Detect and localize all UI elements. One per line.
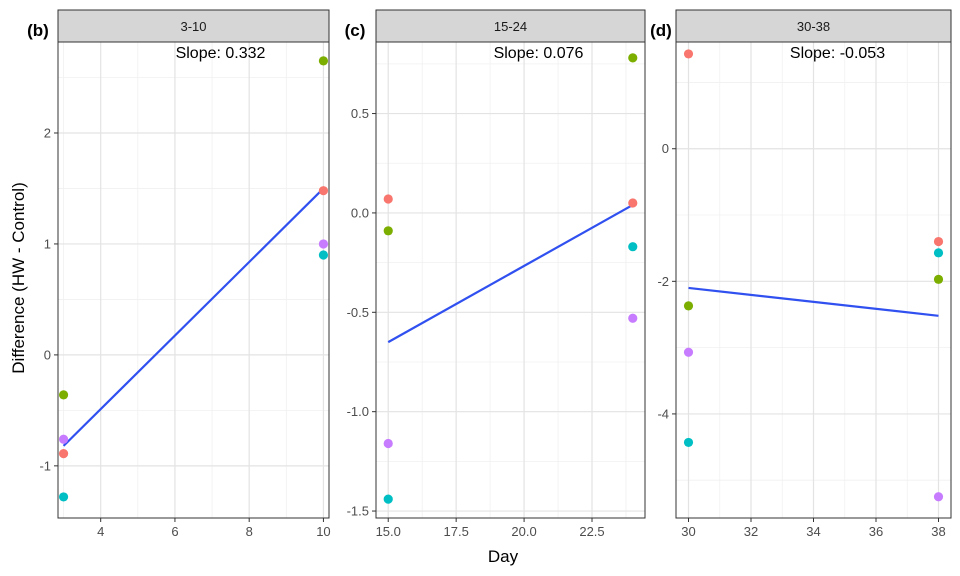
- strip-label: 15-24: [494, 19, 527, 34]
- y-tick-label: -0.5: [347, 305, 369, 320]
- x-axis-label: Day: [488, 547, 519, 566]
- data-point: [628, 53, 638, 63]
- y-tick-label: 2: [44, 125, 51, 140]
- data-point: [318, 239, 329, 249]
- data-point: [933, 248, 944, 258]
- x-tick-label: 32: [744, 524, 758, 539]
- x-tick-label: 34: [806, 524, 820, 539]
- strip-label: 3-10: [180, 19, 206, 34]
- data-point: [58, 492, 69, 502]
- x-tick-label: 4: [97, 524, 104, 539]
- y-tick-label: 0.5: [351, 106, 369, 121]
- x-tick-label: 20.0: [511, 524, 536, 539]
- data-point: [383, 194, 393, 204]
- x-tick-label: 22.5: [579, 524, 604, 539]
- panel-border: [375, 41, 646, 519]
- x-tick-label: 6: [171, 524, 178, 539]
- data-point: [933, 236, 944, 247]
- data-point: [628, 313, 638, 323]
- y-tick-label: 0: [44, 347, 51, 362]
- data-point: [318, 186, 329, 196]
- data-point: [628, 198, 638, 208]
- data-point: [318, 56, 329, 66]
- y-tick-label: 1: [44, 236, 51, 251]
- panel-border: [57, 41, 330, 519]
- data-point: [683, 49, 694, 59]
- strip-header: [57, 9, 330, 43]
- strip-label: 30-38: [797, 19, 830, 34]
- data-point: [383, 438, 393, 449]
- data-point: [933, 274, 944, 284]
- data-point: [933, 492, 944, 502]
- x-tick-label: 15.0: [376, 524, 401, 539]
- y-tick-label: -4: [657, 406, 669, 421]
- x-tick-label: 36: [869, 524, 883, 539]
- facet-panel: 3-10 (b) 4 6 8 10 -1 0 1 2 Slope: 0.332: [27, 9, 331, 539]
- data-point: [683, 347, 694, 357]
- y-axis-label: Difference (HW - Control): [9, 182, 28, 373]
- data-point: [58, 434, 69, 444]
- data-point: [383, 494, 393, 504]
- slope-annotation: Slope: -0.053: [790, 45, 885, 62]
- strip-header: [675, 9, 952, 43]
- data-point: [318, 250, 329, 260]
- y-tick-label: 0: [662, 141, 669, 156]
- x-tick-label: 10: [316, 524, 330, 539]
- data-point: [628, 242, 638, 252]
- y-tick-label: -2: [657, 274, 669, 289]
- x-tick-label: 17.5: [444, 524, 469, 539]
- x-tick-label: 38: [931, 524, 945, 539]
- x-tick-label: 8: [246, 524, 253, 539]
- panel-tag: (c): [345, 21, 366, 40]
- y-tick-label: 0.0: [351, 205, 369, 220]
- data-point: [383, 226, 393, 236]
- data-point: [58, 390, 69, 400]
- data-point: [683, 301, 694, 311]
- x-tick-label: 30: [681, 524, 695, 539]
- y-tick-label: -1.5: [347, 504, 369, 519]
- slope-annotation: Slope: 0.076: [494, 45, 584, 62]
- slope-annotation: Slope: 0.332: [176, 45, 266, 62]
- data-point: [58, 449, 69, 459]
- panel-tag: (b): [27, 21, 49, 40]
- panel-tag: (d): [650, 21, 672, 40]
- strip-header: [375, 9, 646, 43]
- regression-line: [688, 286, 939, 317]
- facet-panel: 30-38 (d) 30 32 34 36 38 -4 -2 0 Slope: -0.053: [650, 9, 952, 539]
- regression-line: [387, 204, 634, 344]
- y-tick-label: -1: [39, 458, 51, 473]
- y-tick-label: -1.0: [347, 404, 369, 419]
- data-point: [683, 437, 694, 448]
- regression-line: [62, 187, 325, 447]
- panel-border: [675, 41, 952, 519]
- facet-panel: 15-24 (c) 15.0 17.5 20.0 22.5 -1.5 -1.0 -0.5 0.0 0…: [345, 9, 646, 539]
